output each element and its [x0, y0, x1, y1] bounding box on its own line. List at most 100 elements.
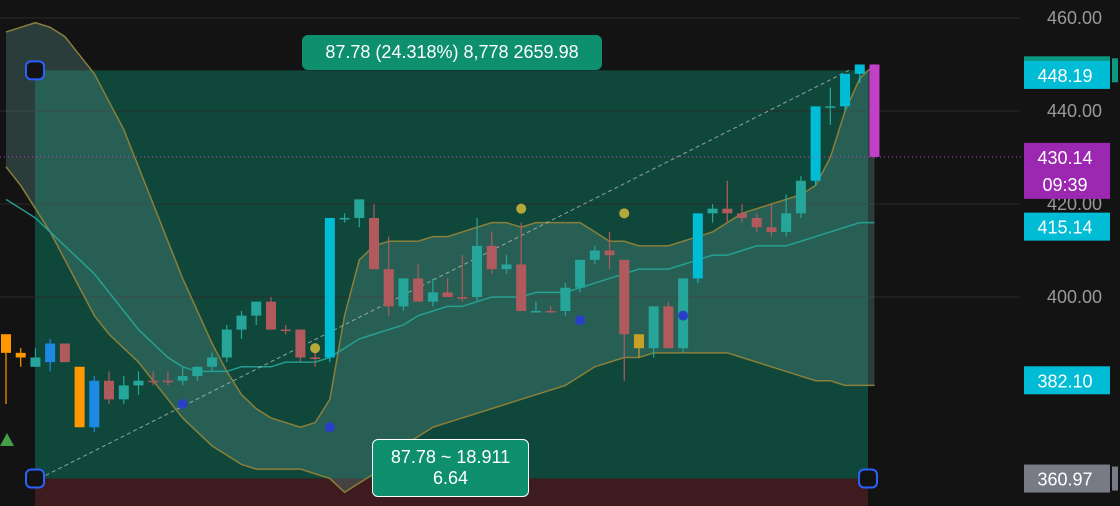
indicator-dot [324, 422, 335, 433]
candle-body [751, 217, 762, 228]
candle-body [45, 343, 56, 363]
price-tick-label: 420.00 [1047, 194, 1102, 214]
candle [501, 255, 512, 274]
candle [280, 324, 291, 335]
candle-body [118, 385, 129, 400]
candle [442, 278, 453, 298]
candle-body [795, 180, 806, 214]
candle [74, 366, 85, 428]
candle [427, 278, 438, 307]
candle-body [707, 208, 718, 214]
candle [486, 231, 497, 274]
candle-body [869, 64, 880, 157]
indicator-dot [619, 208, 630, 219]
candle-body [236, 315, 247, 330]
candle [398, 278, 409, 311]
candle [133, 371, 144, 395]
price-badge-label: 448.19 [1037, 66, 1092, 86]
measure-bars-label: 6.64 [432, 468, 469, 488]
candle-body [251, 301, 262, 316]
signal-arrow-icon [0, 433, 14, 446]
candle-body [59, 343, 70, 363]
indicator-dot [177, 398, 188, 409]
candle [251, 301, 262, 325]
band-fill [6, 22, 875, 493]
candle-body [207, 357, 218, 367]
price-badge: 415.14 [1024, 212, 1110, 241]
price-badge-bg [1024, 142, 1110, 199]
candle [236, 310, 247, 339]
candle-body [89, 380, 100, 428]
candle [854, 64, 865, 84]
candle-body [162, 380, 173, 383]
ruler-handle [25, 60, 45, 81]
candle [192, 366, 203, 381]
candle [633, 334, 644, 358]
candle [781, 194, 792, 237]
candle-body [354, 199, 365, 218]
candle [737, 204, 747, 223]
candle [339, 213, 350, 223]
candle-body [15, 352, 26, 358]
badge-edge [1112, 58, 1118, 83]
candle [692, 213, 703, 284]
candle-body [221, 329, 232, 358]
candle-body [310, 357, 321, 359]
candle-body [295, 329, 306, 358]
candle [795, 176, 806, 218]
price-tick-label: 400.00 [1047, 287, 1102, 307]
price-badge-bg [1024, 366, 1110, 395]
candle [295, 329, 306, 363]
candle [663, 301, 674, 349]
candle-body [722, 208, 733, 214]
candle-body [516, 264, 527, 311]
candle-body [427, 292, 438, 302]
candle-body [781, 213, 792, 232]
candle-body [457, 297, 468, 299]
candle [472, 217, 483, 302]
candle [383, 236, 394, 316]
candle-body [825, 106, 836, 108]
price-badge-bg [1024, 60, 1110, 89]
candle [369, 204, 379, 270]
price-badge: 382.10 [1024, 366, 1110, 395]
candle-body [442, 292, 453, 298]
candle-body [545, 310, 556, 313]
candle-body [177, 376, 188, 381]
candle [413, 264, 424, 302]
price-badge-bg [1024, 464, 1110, 493]
candle [221, 324, 232, 363]
candle [354, 199, 365, 228]
candle [89, 376, 100, 432]
candle [560, 283, 571, 316]
candle [59, 343, 70, 363]
candle-body [486, 245, 497, 270]
candle [825, 87, 836, 125]
price-tick-label: 460.00 [1047, 8, 1102, 28]
candle-body [324, 217, 335, 358]
candle [604, 231, 615, 270]
candle [648, 306, 659, 358]
price-tick-label: 440.00 [1047, 101, 1102, 121]
candle [324, 217, 335, 363]
candle [530, 301, 541, 313]
candle-body [398, 278, 409, 307]
band-lower-line [5, 166, 875, 494]
candle [707, 204, 718, 223]
candle [15, 348, 26, 367]
candle [575, 259, 586, 293]
candle-body [148, 380, 159, 383]
candle-body [413, 278, 424, 302]
candle [148, 371, 159, 386]
price-badge-label: 382.10 [1037, 371, 1092, 391]
candle-body [339, 217, 350, 220]
candle-body [737, 213, 747, 218]
candle-body [648, 306, 659, 349]
candle-body [74, 366, 85, 428]
candle-body [501, 264, 512, 270]
price-badge: 430.14 09:39 [1024, 142, 1110, 199]
candle-body [604, 250, 615, 256]
candle-body [589, 250, 600, 260]
candle-body [30, 357, 41, 367]
